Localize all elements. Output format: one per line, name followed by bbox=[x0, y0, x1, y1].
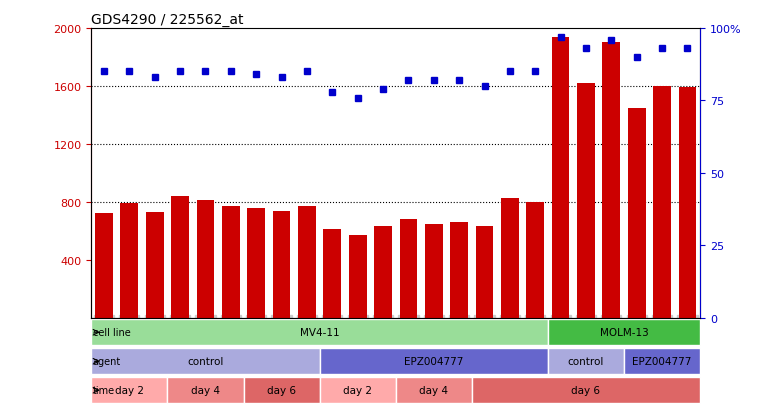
Bar bbox=[222, 206, 240, 318]
Bar bbox=[400, 220, 417, 318]
Text: GDS4290 / 225562_at: GDS4290 / 225562_at bbox=[91, 12, 244, 26]
Bar bbox=[603, 43, 620, 318]
Text: MV4-11: MV4-11 bbox=[300, 328, 339, 337]
Text: cell line: cell line bbox=[93, 328, 130, 337]
Bar bbox=[272, 211, 291, 318]
Text: day 6: day 6 bbox=[572, 385, 600, 395]
Text: time: time bbox=[93, 385, 115, 395]
Bar bbox=[653, 87, 671, 318]
Bar bbox=[628, 108, 645, 318]
FancyBboxPatch shape bbox=[320, 377, 396, 403]
Bar bbox=[349, 235, 367, 318]
Text: control: control bbox=[568, 356, 604, 366]
Text: day 4: day 4 bbox=[419, 385, 448, 395]
Bar bbox=[425, 224, 443, 318]
Bar bbox=[95, 214, 113, 318]
Bar bbox=[501, 198, 519, 318]
FancyBboxPatch shape bbox=[548, 348, 624, 374]
FancyBboxPatch shape bbox=[91, 320, 548, 345]
Text: day 6: day 6 bbox=[267, 385, 296, 395]
Bar bbox=[323, 230, 341, 318]
FancyBboxPatch shape bbox=[91, 348, 320, 374]
Text: day 2: day 2 bbox=[115, 385, 144, 395]
Text: EPZ004777: EPZ004777 bbox=[404, 356, 463, 366]
Bar bbox=[527, 202, 544, 318]
Text: day 2: day 2 bbox=[343, 385, 372, 395]
FancyBboxPatch shape bbox=[472, 377, 700, 403]
Bar bbox=[451, 223, 468, 318]
Text: MOLM-13: MOLM-13 bbox=[600, 328, 648, 337]
Bar bbox=[247, 208, 265, 318]
Bar bbox=[552, 38, 569, 318]
Bar bbox=[476, 227, 493, 318]
FancyBboxPatch shape bbox=[244, 377, 320, 403]
Text: agent: agent bbox=[93, 356, 121, 366]
Bar bbox=[577, 84, 595, 318]
FancyBboxPatch shape bbox=[396, 377, 472, 403]
Bar bbox=[374, 227, 392, 318]
FancyBboxPatch shape bbox=[91, 377, 167, 403]
Bar bbox=[146, 212, 164, 318]
FancyBboxPatch shape bbox=[167, 377, 244, 403]
Text: EPZ004777: EPZ004777 bbox=[632, 356, 692, 366]
Text: day 4: day 4 bbox=[191, 385, 220, 395]
Bar bbox=[679, 88, 696, 318]
Bar bbox=[298, 206, 316, 318]
Text: control: control bbox=[187, 356, 224, 366]
FancyBboxPatch shape bbox=[548, 320, 700, 345]
Bar bbox=[196, 201, 215, 318]
FancyBboxPatch shape bbox=[624, 348, 700, 374]
Bar bbox=[120, 204, 139, 318]
Bar bbox=[171, 197, 189, 318]
FancyBboxPatch shape bbox=[320, 348, 548, 374]
